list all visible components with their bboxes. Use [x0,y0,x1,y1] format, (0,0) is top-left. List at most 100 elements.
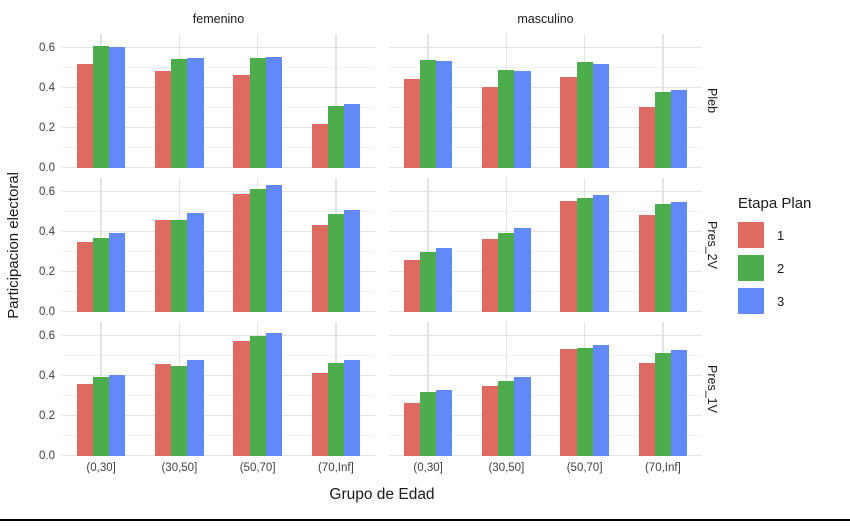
bar-etapa-3 [670,90,688,168]
x-tick-label: (70,Inf] [644,462,681,474]
bar-group-(70,Inf] [297,178,375,312]
gridline-horizontal [62,107,375,108]
bar-etapa-1 [403,260,421,312]
bar-etapa-3 [670,202,688,312]
legend-label: 2 [777,260,785,276]
gridline-horizontal [389,334,702,336]
facet-row-label-pres2v: Pres_2V [702,178,722,312]
y-tick-label: 0.0 [39,162,55,174]
facet-row-label-text: Pres_1V [705,365,719,413]
gridline-horizontal [389,395,702,396]
gridline-horizontal [389,46,702,48]
bar-etapa-2 [249,336,266,456]
bar-etapa-1 [155,71,172,168]
y-axis-ticks-row1: 0.0 0.2 0.4 0.6 [26,34,62,174]
bar-etapa-2 [576,348,593,456]
bar-etapa-1 [638,363,655,456]
bar-group-(30,50] [467,34,545,168]
facet-row-label-pleb: Pleb [702,34,722,168]
legend-item-etapa-1: 1 [738,222,850,248]
gridline-horizontal [389,230,702,232]
bar-etapa-1 [233,341,250,456]
gridline-horizontal [62,395,375,396]
bar-etapa-1 [155,364,172,456]
x-tick-label: (30,50] [161,462,198,474]
bar-group-(70,Inf] [297,322,375,456]
bar-etapa-2 [420,252,437,312]
bar-etapa-3 [109,375,126,456]
bar-etapa-1 [482,239,499,312]
y-tick-label: 0.2 [39,266,55,278]
y-tick-label: 0.6 [39,186,55,198]
bar-etapa-2 [420,60,437,168]
bar-group-(0,30] [62,178,140,312]
bar-etapa-1 [482,386,499,456]
bar-etapa-3 [187,360,204,456]
gridline-horizontal [62,355,375,356]
bar-group-(30,50] [467,178,545,312]
facet-panel-pres2v-masculino [389,178,702,312]
gridline-horizontal [62,230,375,232]
gridline-horizontal [389,355,702,356]
bar-etapa-1 [233,194,250,312]
bar-etapa-2 [171,59,188,168]
bottom-border-rule [0,519,850,521]
bar-etapa-2 [93,238,110,312]
legend-label: 3 [777,293,785,309]
gridline-horizontal [62,251,375,252]
x-axis-ticks-femenino: (0,30] (30,50] (50,70] (70,Inf] [62,456,375,480]
bar-group-(0,30] [389,322,467,456]
gridline-horizontal [62,190,375,192]
bar-group-(30,50] [140,178,218,312]
bar-group-(30,50] [140,34,218,168]
bar-etapa-3 [265,57,282,168]
gridline-horizontal [62,310,375,312]
y-tick-label: 0.4 [39,82,55,94]
bar-etapa-3 [265,185,282,312]
y-tick-label: 0.0 [39,306,55,318]
bar-group-(0,30] [62,322,140,456]
bar-group-(70,Inf] [624,34,702,168]
y-tick-label: 0.0 [39,450,55,462]
gridline-horizontal [62,414,375,416]
bar-group-(30,50] [467,322,545,456]
bar-etapa-2 [654,92,671,168]
bar-etapa-1 [482,87,499,168]
gridline-horizontal [62,334,375,336]
gridline-horizontal [62,435,375,436]
bar-etapa-3 [109,47,126,168]
bar-etapa-2 [327,214,344,312]
facet-column-label-masculino: masculino [517,12,574,26]
y-tick-label: 0.2 [39,122,55,134]
facet-row-label-text: Pres_2V [705,221,719,269]
bar-etapa-1 [560,77,577,168]
bar-etapa-1 [403,79,421,168]
facet-row-label-text: Pleb [705,88,719,114]
bar-etapa-1 [76,64,94,168]
bar-etapa-2 [171,366,188,456]
bar-group-(70,Inf] [624,322,702,456]
legend-title: Etapa Plan [738,195,812,212]
bar-etapa-3 [343,104,361,168]
bar-etapa-2 [327,363,344,456]
bar-etapa-3 [109,233,126,312]
bar-etapa-3 [514,377,531,456]
bar-group-(0,30] [62,34,140,168]
gridline-vertical [335,34,337,168]
bar-etapa-3 [514,228,531,312]
bar-etapa-3 [187,213,204,312]
bar-etapa-1 [311,225,328,312]
bar-etapa-1 [638,215,655,312]
gridline-horizontal [389,126,702,128]
gridline-horizontal [389,147,702,148]
y-axis-title: Participacion electoral [4,171,22,319]
facet-row-label-pres1v: Pres_1V [702,322,722,456]
gridline-horizontal [62,67,375,68]
bar-etapa-1 [403,403,421,456]
bar-etapa-2 [576,198,593,312]
plot-grid: Participacion electoral femenino masculi… [0,8,850,508]
bar-etapa-2 [171,220,188,312]
y-tick-label: 0.6 [39,330,55,342]
bar-etapa-2 [249,58,266,168]
